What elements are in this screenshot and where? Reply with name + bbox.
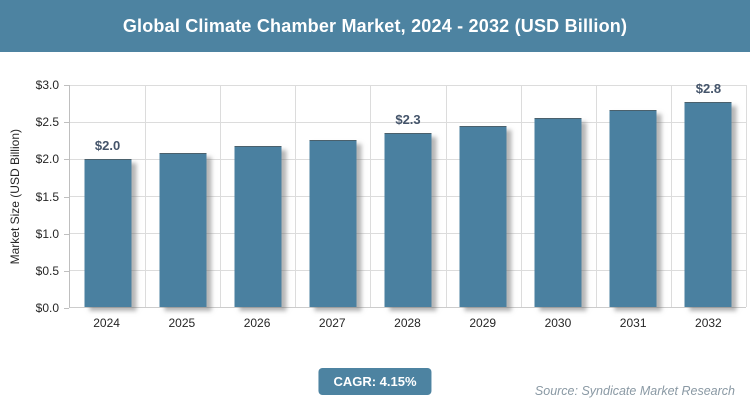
x-tick-label-2024: 2024: [93, 316, 120, 330]
y-tick-mark: [64, 233, 69, 235]
bar-2025: [159, 153, 207, 307]
h-gridline: [70, 85, 746, 86]
cagr-badge: CAGR: 4.15%: [318, 368, 432, 395]
y-tick-mark: [64, 308, 69, 309]
bar-value-label-2024: $2.0: [94, 138, 121, 154]
y-tick-label: $2.0: [35, 152, 59, 167]
x-tick-label-2025: 2025: [168, 316, 196, 330]
y-tick-mark: [64, 85, 69, 86]
v-gridline: [370, 85, 372, 307]
x-tick-label-2027: 2027: [318, 316, 346, 330]
y-tick-mark: [64, 270, 69, 272]
bar-2027: [309, 139, 357, 307]
source-attribution: Source: Syndicate Market Research: [534, 384, 735, 398]
bar-value-label-2032: $2.8: [695, 81, 722, 97]
y-tick-label: $0.0: [35, 301, 59, 315]
v-gridline: [220, 85, 222, 307]
bar-2032: [684, 102, 732, 307]
y-tick-mark: [64, 122, 69, 124]
h-gridline: [70, 121, 746, 123]
y-axis: $0.0 $0.5 $1.0 $1.5 $2.0 $2.5 $3.0: [0, 78, 69, 315]
bar-2026: [234, 146, 282, 307]
bar-2030: [534, 118, 582, 307]
y-tick-mark: [64, 196, 69, 198]
y-tick-label: $1.0: [35, 226, 59, 241]
bar-2031: [609, 110, 657, 307]
x-tick-label-2031: 2031: [619, 316, 647, 330]
bar-value-label-2028: $2.3: [395, 112, 421, 128]
plot-area: $2.0 $2.3 $2.8: [69, 81, 747, 308]
x-tick-label-2028: 2028: [394, 316, 421, 330]
x-tick-label-2026: 2026: [243, 316, 271, 330]
y-tick-label: $1.5: [35, 189, 59, 204]
bar-2024: [84, 159, 132, 307]
v-gridline: [595, 85, 597, 307]
x-axis-labels: 2024 2025 2026 2027 2028 2029 2030 2031 2032: [69, 316, 746, 334]
chart-title: Global Climate Chamber Market, 2024 - 20…: [122, 15, 628, 36]
v-gridline: [746, 85, 747, 307]
y-tick-label: $3.0: [35, 78, 59, 92]
bar-2028: [384, 133, 432, 307]
v-gridline: [295, 85, 297, 307]
x-tick-label-2029: 2029: [469, 316, 497, 330]
v-gridline: [445, 85, 447, 307]
v-gridline: [145, 85, 147, 307]
y-tick-label: $0.5: [35, 263, 59, 278]
v-gridline: [670, 85, 672, 307]
y-tick-label: $2.5: [35, 115, 59, 130]
y-tick-mark: [64, 159, 69, 161]
v-gridline: [520, 85, 522, 307]
chart-title-bar: Global Climate Chamber Market, 2024 - 20…: [0, 0, 750, 52]
x-tick-label-2032: 2032: [695, 316, 722, 330]
bar-2029: [459, 125, 507, 307]
x-tick-label-2030: 2030: [544, 316, 572, 330]
